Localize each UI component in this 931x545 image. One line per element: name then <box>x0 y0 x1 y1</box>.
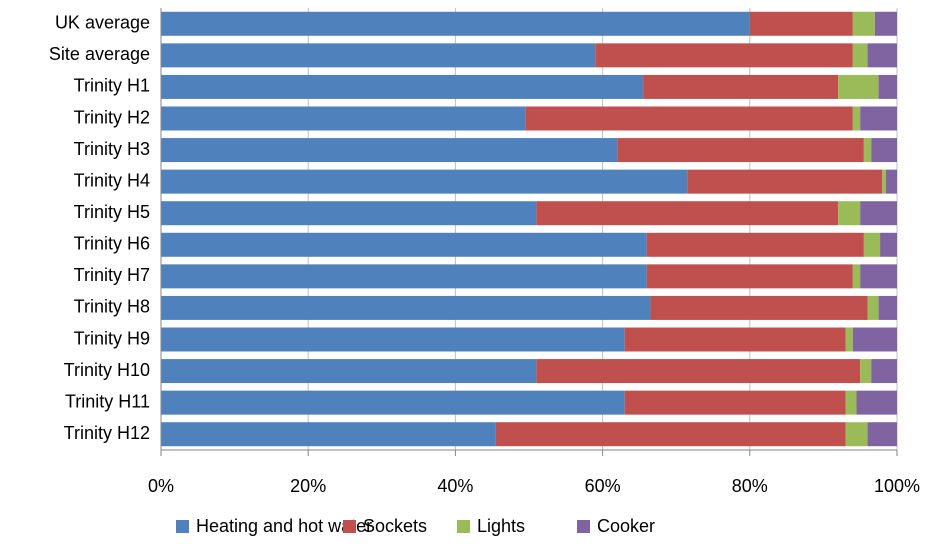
bar-segment <box>495 422 846 447</box>
bar-segment <box>617 138 864 163</box>
x-tick-label: 40% <box>437 476 473 496</box>
bar-segment <box>624 390 846 415</box>
bar-segment <box>161 11 750 36</box>
y-tick-label: Trinity H1 <box>74 76 150 96</box>
bar-segment <box>161 359 537 384</box>
legend-label: Heating and hot water <box>196 516 372 536</box>
legend-swatch <box>176 520 189 533</box>
legend-label: Cooker <box>597 516 655 536</box>
bar-segment <box>161 295 651 320</box>
bar-segment <box>161 390 625 415</box>
bar-segment <box>749 11 853 36</box>
bar-segment <box>852 11 875 36</box>
bar-segment <box>885 169 897 194</box>
bar-segment <box>624 327 846 352</box>
bar-segment <box>161 43 596 68</box>
bar-segment <box>161 74 644 99</box>
y-tick-label: Trinity H12 <box>64 423 150 443</box>
bar-segment <box>646 232 864 257</box>
bar-segment <box>863 138 872 163</box>
y-tick-label: UK average <box>55 13 150 33</box>
bar-segment <box>161 327 625 352</box>
bar-segment <box>867 43 897 68</box>
legend-label: Lights <box>477 516 525 536</box>
y-tick-label: Site average <box>49 44 150 64</box>
bar-segment <box>161 106 526 131</box>
y-tick-label: Trinity H11 <box>65 391 150 411</box>
bar-segment <box>161 169 688 194</box>
bar-segment <box>852 43 868 68</box>
y-tick-label: Trinity H6 <box>74 234 150 254</box>
bar-segment <box>880 232 897 257</box>
bar-segment <box>845 422 868 447</box>
bar-segment <box>161 138 618 163</box>
bar-segment <box>860 201 897 226</box>
legend-swatch <box>577 520 590 533</box>
y-tick-label: Trinity H3 <box>74 139 150 159</box>
bar-segment <box>838 74 879 99</box>
bar-segment <box>536 359 861 384</box>
bar-segment <box>643 74 839 99</box>
bar-segment <box>525 106 853 131</box>
bar-segment <box>863 232 881 257</box>
bar-segment <box>838 201 861 226</box>
bar-segment <box>878 74 897 99</box>
bar-segment <box>646 264 853 289</box>
bar-segment <box>161 232 647 257</box>
bar-segment <box>852 327 897 352</box>
y-tick-label: Trinity H5 <box>74 202 150 222</box>
x-tick-label: 100% <box>874 476 920 496</box>
bar-segment <box>882 169 886 194</box>
bar-segment <box>860 359 872 384</box>
x-tick-label: 20% <box>290 476 326 496</box>
bar-segment <box>845 390 857 415</box>
bar-segment <box>871 359 897 384</box>
x-tick-label: 80% <box>732 476 768 496</box>
bar-segment <box>852 106 861 131</box>
bar-segment <box>161 264 647 289</box>
bar-segment <box>687 169 883 194</box>
bar-segment <box>860 106 897 131</box>
bar-segment <box>852 264 861 289</box>
bar-segment <box>536 201 839 226</box>
bar-segment <box>867 295 879 320</box>
y-tick-label: Trinity H10 <box>64 360 150 380</box>
bar-segment <box>595 43 853 68</box>
y-tick-label: Trinity H2 <box>74 107 150 127</box>
y-tick-label: Trinity H4 <box>74 170 150 190</box>
bar-segment <box>860 264 897 289</box>
y-tick-label: Trinity H8 <box>74 297 150 317</box>
bar-segment <box>867 422 897 447</box>
legend-label: Sockets <box>363 516 427 536</box>
bar-segment <box>878 295 897 320</box>
x-tick-label: 0% <box>148 476 174 496</box>
y-tick-label: Trinity H7 <box>74 265 150 285</box>
bar-segment <box>161 422 496 447</box>
legend-swatch <box>457 520 470 533</box>
bar-segment <box>856 390 897 415</box>
bar-segment <box>874 11 897 36</box>
legend-swatch <box>343 520 356 533</box>
x-tick-label: 60% <box>585 476 621 496</box>
y-tick-label: Trinity H9 <box>74 328 150 348</box>
bar-segment <box>161 201 537 226</box>
bar-segment <box>871 138 897 163</box>
bar-segment <box>845 327 853 352</box>
bar-segment <box>650 295 868 320</box>
